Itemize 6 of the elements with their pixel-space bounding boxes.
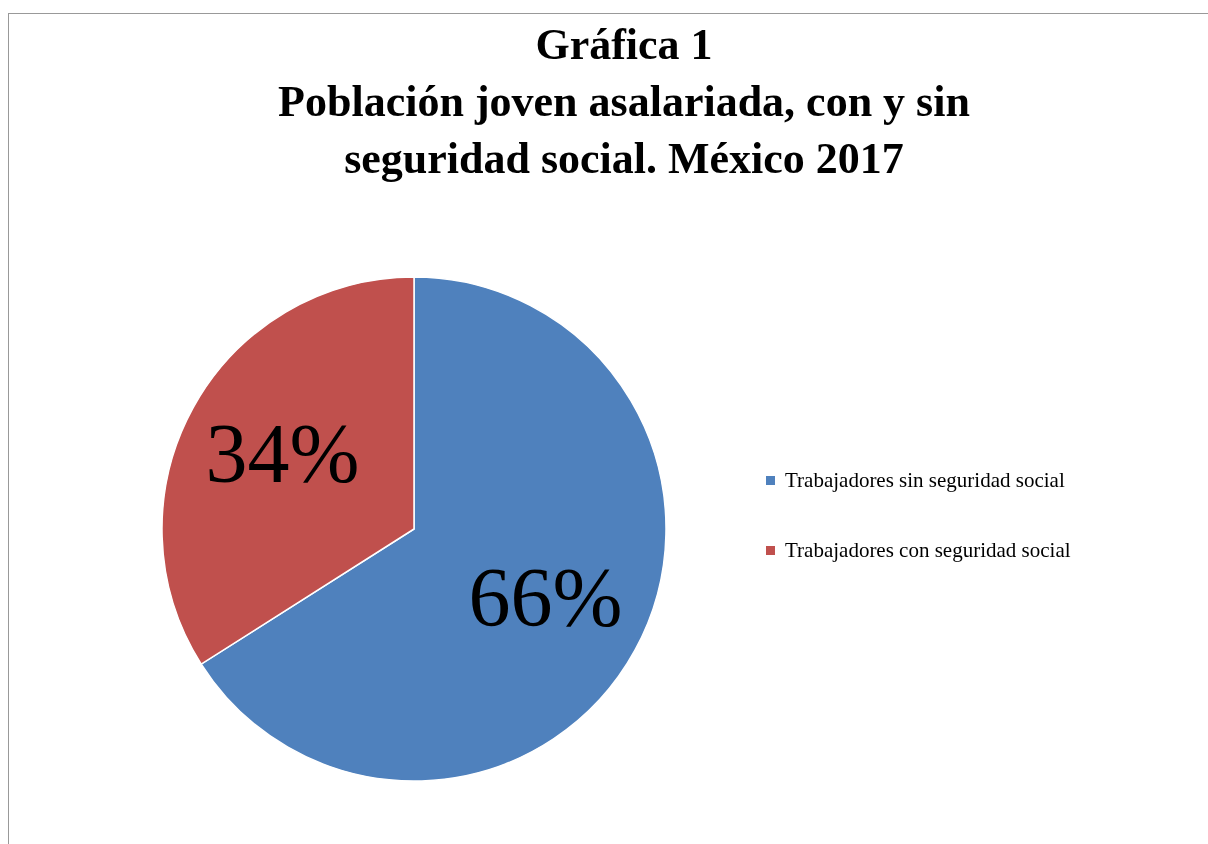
legend-label: Trabajadores sin seguridad social <box>785 467 1065 492</box>
data-label: 34% <box>205 406 360 500</box>
data-label: 66% <box>468 551 623 645</box>
legend-label: Trabajadores con seguridad social <box>785 537 1071 562</box>
chart-title: Gráfica 1 <box>535 20 713 69</box>
chart-subtitle: Población joven asalariada, con y sin seguridad social. México 2017 <box>278 77 970 183</box>
